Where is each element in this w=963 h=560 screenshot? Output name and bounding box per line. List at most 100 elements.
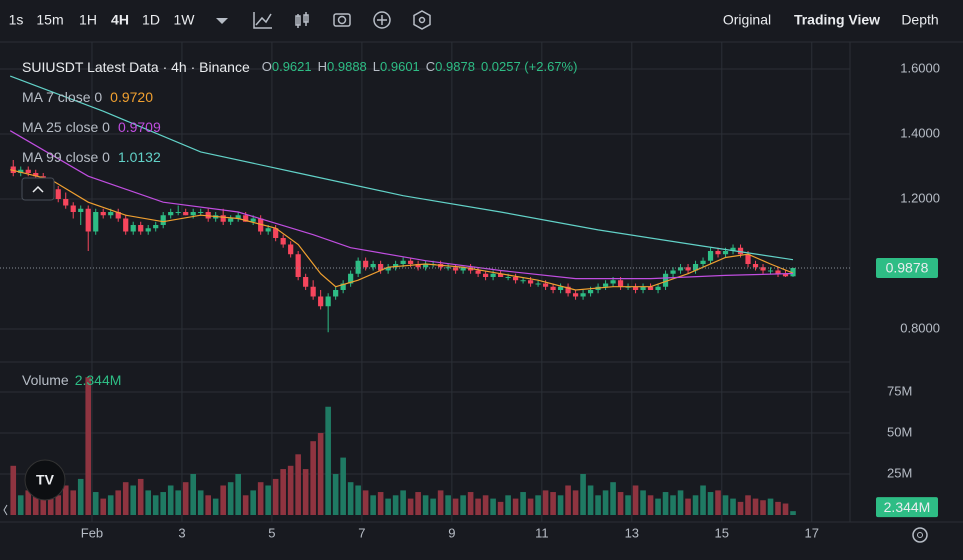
volume-bar [407,498,414,515]
candle-body [580,293,586,297]
volume-bar [205,495,211,515]
y-tick-label: 0.8000 [900,320,940,335]
volume-bar [400,490,406,515]
volume-name: Volume [22,372,69,388]
candle-body [527,280,534,284]
svg-text:TV: TV [36,472,55,488]
volume-bar [355,485,361,515]
x-tick-label: 15 [715,525,729,540]
candle-body [445,267,451,269]
volume-bar [722,495,729,515]
candle-body [700,260,706,264]
volume-bar [737,501,744,515]
candle-body [587,289,594,294]
candle-body [677,267,684,271]
volume-bar [362,490,369,515]
volume-tick-label: 25M [887,465,912,480]
candle-body [557,286,564,290]
settings-button[interactable] [912,527,928,543]
candle-body [542,283,549,287]
ma-legend: MA 25 close 0 0.9709 [22,119,161,135]
candle-body [610,280,616,284]
last-price-label: 0.9878 [886,260,929,276]
candle-body [340,283,346,290]
ma-line [9,75,794,261]
candle-body [617,280,624,287]
candle-body [775,270,781,274]
candle-body [370,263,376,268]
ohlc-label: O [262,59,272,74]
volume-bar [145,490,152,515]
view-tab[interactable]: Depth [901,12,938,28]
candle-body [175,211,181,213]
volume-bar [445,495,451,515]
volume-bar [280,469,286,515]
candle-body [160,215,166,225]
candle-body [295,254,301,277]
volume-bar [670,495,676,515]
x-tick-label: 17 [805,525,819,540]
candle-body [33,172,39,177]
view-tab[interactable]: Original [723,12,771,28]
candle-body [273,228,279,238]
ma-value: 1.0132 [118,149,161,165]
candle-body [325,296,331,307]
volume-bar [790,511,796,515]
candle-body [63,198,69,206]
candle-body [318,296,324,307]
volume-bar [527,498,534,515]
volume-bar [250,490,256,515]
volume-bar [190,473,196,515]
interval-tab[interactable]: 1H [79,12,97,28]
candle-body [393,263,399,268]
volume-bar [677,490,684,515]
volume-bar [325,406,331,515]
candle-body [250,218,256,222]
candle-body [78,208,84,212]
volume-bar [257,482,264,515]
candle-body [565,286,571,294]
volume-value: 2.344M [75,372,122,388]
interval-tab[interactable]: 15m [36,12,63,28]
candle-body [205,211,211,219]
volume-bar [25,490,32,515]
interval-tab[interactable]: 1D [142,12,160,28]
candle-body [415,263,421,268]
view-tab[interactable]: Trading View [794,12,880,28]
candle-body [745,254,751,264]
candle-body [153,224,159,229]
interval-tab[interactable]: 1W [174,12,196,28]
candle-body [303,276,309,287]
candle-body [10,166,16,173]
candle-body [752,263,759,268]
volume-bar [32,485,39,515]
scroll-left[interactable] [3,504,8,516]
candle-body [220,215,226,222]
ohlc-value: 0.9878 [435,59,475,74]
ma-name: MA 25 close 0 [22,119,110,135]
chart-header: SUIUSDT Latest Data · 4h · Binance O0.962… [22,59,577,75]
volume-bar [385,498,391,515]
volume-bar [287,465,294,515]
candle-body [18,169,24,173]
interval-tab[interactable]: 4H [111,12,129,28]
volume-bar [707,492,714,515]
candle-body [602,283,609,287]
interval-tab[interactable]: 1s [9,12,24,28]
volume-bar [752,498,759,515]
volume-bar [505,495,511,515]
candle-body [310,286,316,297]
collapse-legend-button[interactable] [21,177,55,201]
last-price-box [876,257,938,278]
ohlc-label: C [426,59,435,74]
candle-body [85,208,91,232]
candle-body [363,260,369,268]
volume-bar [220,485,226,515]
candle-body [647,286,654,290]
volume-bar [152,495,159,515]
candle-body [100,211,106,216]
volume-bar [437,490,444,515]
candle-body [378,263,384,271]
candle-body [550,286,556,290]
